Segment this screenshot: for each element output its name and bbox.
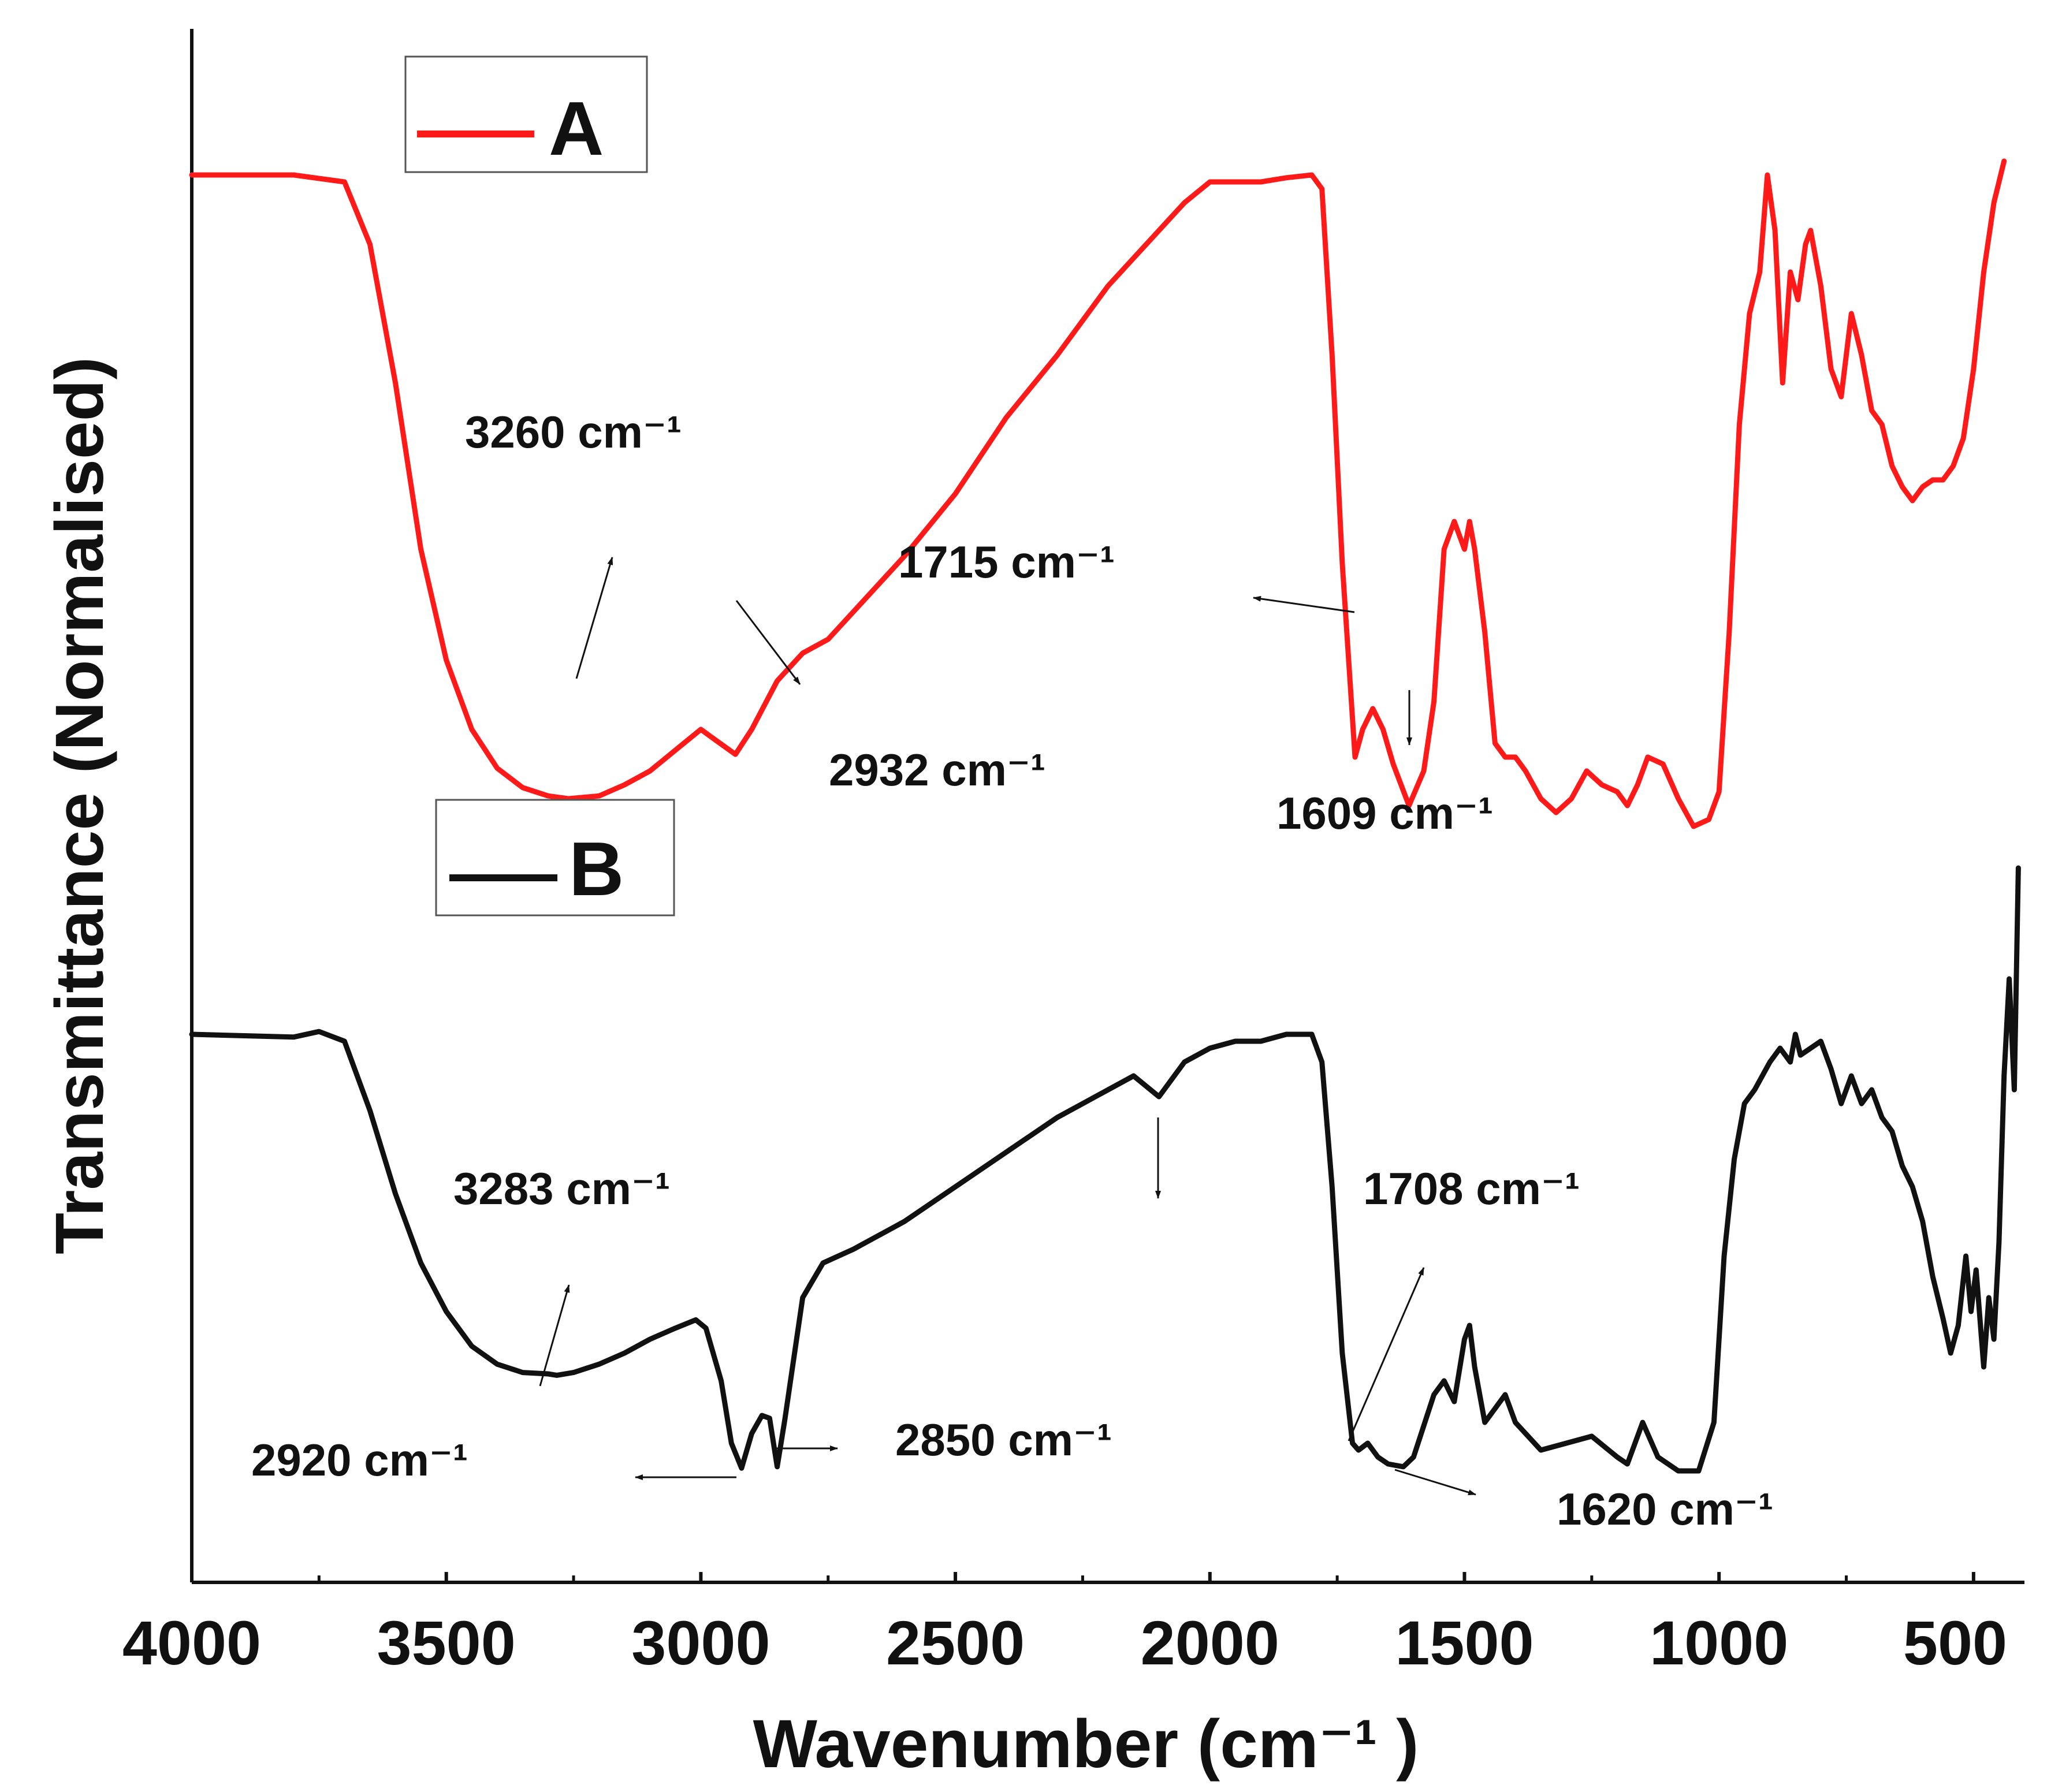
peak-label: 2932 cm⁻¹ [829, 744, 1045, 795]
series-layer [189, 158, 2021, 1474]
peak-label: 3260 cm⁻¹ [465, 407, 682, 457]
y-axis-title: Transmittance (Normalised) [42, 357, 118, 1254]
peak-arrow [1348, 1267, 1425, 1441]
legend-b: B [435, 799, 675, 917]
x-tick-labels: 4000 3500 3000 2500 2000 1500 1000 500 [122, 1608, 2007, 1678]
peak-label: 2850 cm⁻¹ [895, 1414, 1112, 1465]
x-tick-label-3500: 3500 [377, 1608, 516, 1678]
peak-arrow [1394, 1469, 1476, 1496]
peak-label: 1609 cm⁻¹ [1276, 788, 1493, 839]
peak-arrow [539, 1284, 570, 1387]
peak-arrow [1253, 595, 1355, 613]
peak-label: 1708 cm⁻¹ [1363, 1163, 1580, 1214]
peak-annotation-b-1620: 1620 cm⁻¹ [1394, 1469, 1773, 1534]
series-line-b [189, 865, 2021, 1474]
x-tick-label-4000: 4000 [122, 1608, 261, 1678]
peak-arrow [735, 600, 801, 685]
x-tick-label-500: 500 [1903, 1608, 2007, 1678]
peak-annotation-b-2920: 2920 cm⁻¹ [251, 1435, 736, 1485]
x-tick-label-3000: 3000 [631, 1608, 770, 1678]
x-tick-label-2500: 2500 [886, 1608, 1025, 1678]
peak-label: 1715 cm⁻¹ [898, 537, 1115, 587]
x-axis-title: Wavenumber (cm⁻¹ ) [753, 1706, 1419, 1782]
legend-box [404, 55, 648, 173]
x-tick-label-1000: 1000 [1650, 1608, 1788, 1678]
legend-a: A [404, 55, 648, 173]
x-tick-label-2000: 2000 [1141, 1608, 1279, 1678]
peak-annotation-a-2932: 2932 cm⁻¹ [735, 600, 1045, 795]
legend-label: A [549, 86, 604, 171]
annotation-layer: 3260 cm⁻¹ 2932 cm⁻¹ 1715 cm⁻¹ 1609 cm⁻¹ … [251, 407, 1773, 1534]
peak-annotation-b-1708: 1708 cm⁻¹ [1348, 1163, 1580, 1441]
x-ticks [190, 1572, 1975, 1582]
peak-annotation-a-1609: 1609 cm⁻¹ [1276, 690, 1493, 839]
peak-label: 3283 cm⁻¹ [453, 1163, 670, 1214]
peak-annotation-a-1715: 1715 cm⁻¹ [898, 537, 1355, 613]
peak-annotation-a-3260: 3260 cm⁻¹ [465, 407, 682, 679]
x-tick-label-1500: 1500 [1395, 1608, 1534, 1678]
peak-annotation-b-2850: 2850 cm⁻¹ [774, 1414, 1112, 1465]
peak-label: 2920 cm⁻¹ [251, 1435, 468, 1485]
peak-annotation-b-3283: 3283 cm⁻¹ [453, 1163, 670, 1387]
legend-box [435, 799, 675, 917]
peak-label: 1620 cm⁻¹ [1557, 1484, 1773, 1534]
series-line-a [189, 158, 2007, 829]
peak-arrow [575, 557, 613, 679]
legend-label: B [569, 826, 624, 911]
